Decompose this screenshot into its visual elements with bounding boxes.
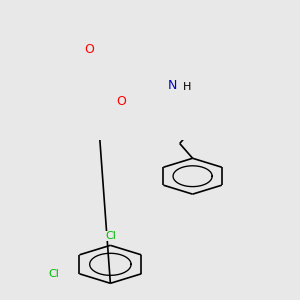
Text: Cl: Cl (49, 269, 60, 279)
Text: O: O (85, 43, 94, 56)
Text: O: O (116, 95, 126, 108)
Text: H: H (182, 82, 191, 92)
Text: Cl: Cl (105, 231, 116, 241)
Text: N: N (168, 80, 178, 92)
